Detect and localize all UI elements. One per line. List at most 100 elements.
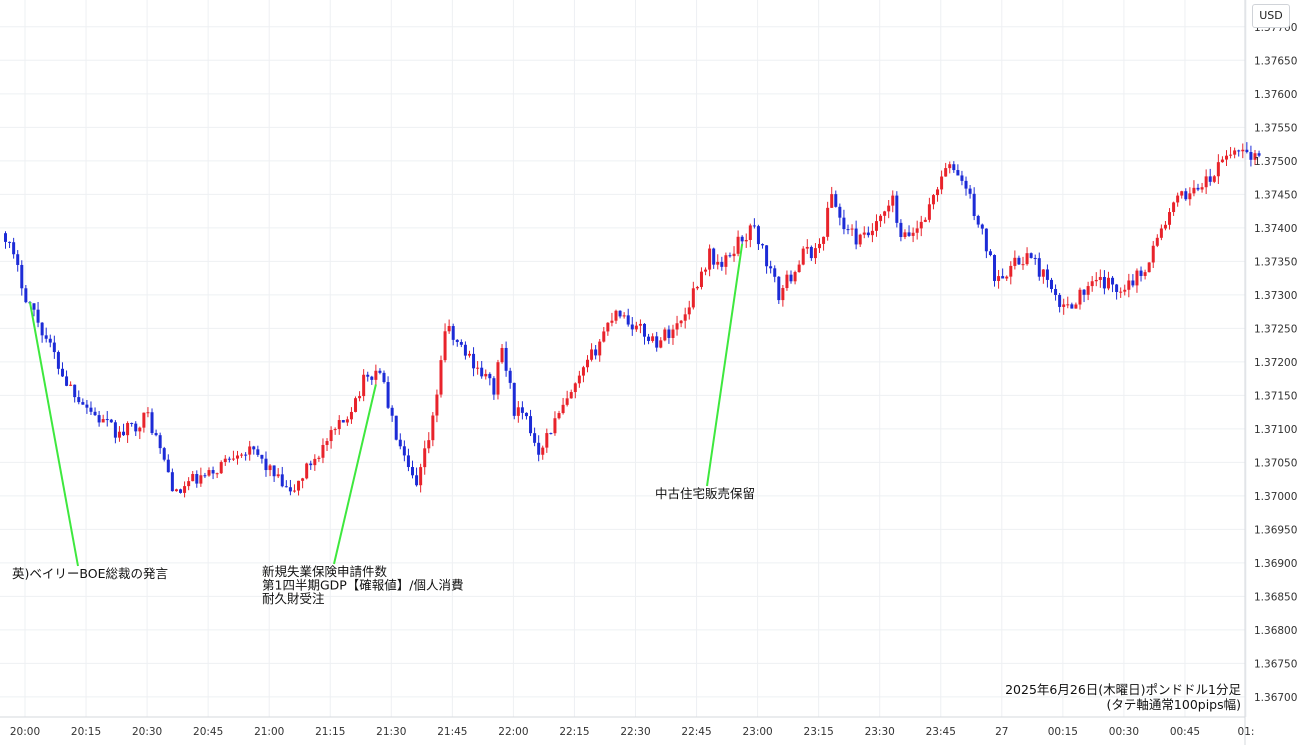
candle [512, 382, 516, 420]
candle [439, 355, 443, 398]
candle-body [549, 433, 553, 435]
candle-body [907, 232, 911, 236]
candle [162, 446, 166, 462]
candle [1216, 154, 1220, 185]
candle-body [1220, 159, 1224, 163]
candle [891, 190, 895, 213]
candle-body [8, 241, 12, 243]
candle-body [1253, 153, 1257, 160]
candle [793, 270, 797, 285]
candle [97, 410, 101, 427]
candle [1241, 143, 1245, 159]
candle [223, 455, 227, 466]
candle [73, 384, 77, 403]
candle [1253, 149, 1257, 166]
candle-body [1013, 257, 1017, 266]
candle [435, 389, 439, 423]
candle [415, 467, 419, 487]
candle-body [248, 446, 252, 455]
candle-body [85, 404, 89, 408]
candle-body [406, 455, 410, 468]
candle-body [288, 487, 292, 492]
y-tick-label: 1.37200 [1254, 357, 1297, 369]
candle [818, 238, 821, 254]
annotation-line [706, 243, 744, 487]
candle [305, 462, 309, 480]
candle-body [227, 458, 231, 460]
candle-body [113, 422, 117, 438]
candle [500, 344, 504, 364]
candle-body [1017, 257, 1021, 265]
candle-body [586, 359, 590, 368]
candle [366, 371, 370, 382]
candle [390, 405, 394, 422]
candle [174, 488, 178, 492]
candle [549, 432, 553, 435]
candle-body [655, 336, 659, 348]
candle-body [349, 411, 353, 420]
candle [651, 333, 655, 343]
candle [1155, 234, 1159, 248]
y-tick-label: 1.37600 [1254, 89, 1297, 101]
candle [541, 445, 545, 460]
candle [325, 438, 329, 452]
candle-body [1062, 304, 1066, 307]
candle [883, 210, 887, 224]
candle-body [301, 478, 305, 481]
candle-body [411, 467, 414, 476]
candle [919, 215, 923, 237]
candle [708, 244, 712, 277]
candle-body [765, 245, 769, 267]
candle-body [1225, 155, 1228, 160]
candle [179, 488, 183, 494]
candle-body [1168, 212, 1172, 225]
candle [638, 319, 642, 334]
candle-body [801, 248, 805, 265]
candle [215, 472, 219, 479]
candle-body [956, 170, 960, 176]
candle [1098, 269, 1102, 288]
candle [1147, 262, 1151, 273]
candle [504, 341, 508, 377]
candle [720, 256, 724, 271]
candle [874, 214, 878, 237]
candle [598, 339, 602, 362]
candle [524, 412, 528, 420]
candle-body [842, 217, 846, 230]
candle-body [362, 374, 366, 397]
candle-body [1058, 294, 1062, 307]
candle [903, 229, 907, 240]
candle-body [1054, 289, 1058, 295]
candle [581, 365, 585, 383]
candle [862, 226, 866, 239]
candle-body [134, 423, 138, 432]
candle-body [423, 448, 427, 468]
candle [854, 220, 858, 250]
candle [1029, 252, 1033, 259]
candle [769, 260, 773, 274]
candle-body [887, 205, 891, 212]
candle [264, 451, 268, 477]
candle [789, 270, 793, 284]
candle [411, 460, 414, 479]
y-tick-label: 1.37250 [1254, 323, 1297, 335]
candle-body [590, 349, 594, 360]
candle-body [679, 320, 683, 324]
candle [187, 477, 191, 491]
candle-body [109, 419, 113, 423]
y-tick-label: 1.36750 [1254, 658, 1297, 670]
candle [349, 407, 353, 424]
candle [235, 450, 239, 465]
candle [1001, 268, 1005, 279]
candle [895, 191, 899, 228]
candle [911, 227, 915, 243]
candle-body [366, 374, 370, 377]
candle [85, 399, 89, 414]
currency-badge[interactable]: USD [1252, 4, 1290, 28]
x-tick-label: 20:15 [71, 726, 101, 738]
candle-body [195, 474, 199, 484]
candle [256, 445, 260, 457]
candle-body [748, 225, 752, 240]
candle [65, 370, 69, 387]
candle [1135, 268, 1139, 293]
